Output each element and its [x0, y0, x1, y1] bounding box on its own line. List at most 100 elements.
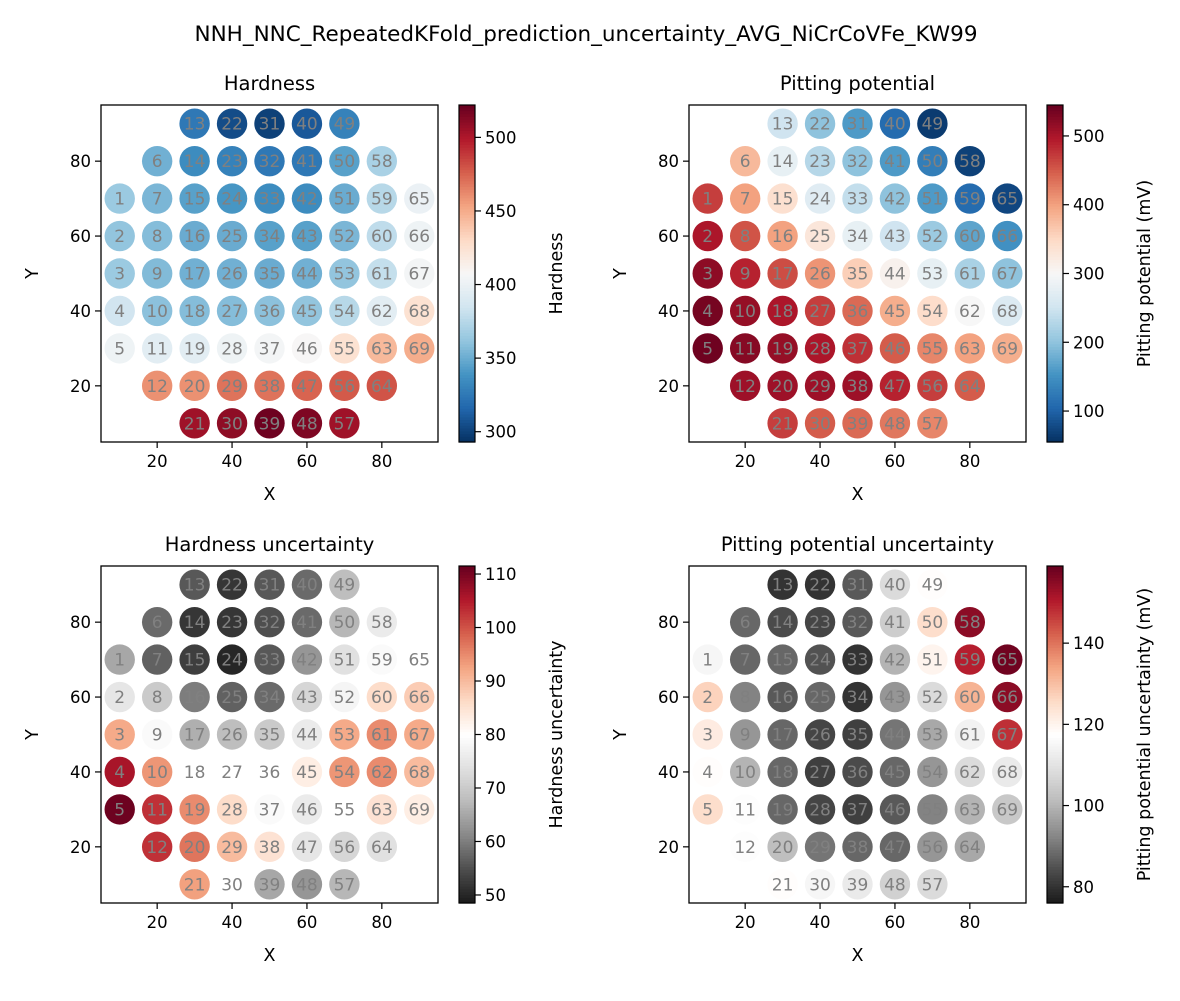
- colorbar-segment: [459, 312, 475, 317]
- data-point: [254, 794, 285, 825]
- data-point: [291, 681, 323, 713]
- colorbar-segment: [1047, 242, 1063, 247]
- colorbar-segment: [459, 436, 475, 440]
- figure-title: NNH_NNC_RepeatedKFold_prediction_uncerta…: [194, 22, 977, 47]
- data-point: [992, 644, 1023, 675]
- colorbar-tick-label: 350: [485, 349, 517, 368]
- colorbar-segment: [459, 787, 475, 792]
- colorbar-segment: [1047, 717, 1063, 722]
- y-tick-label: 60: [70, 688, 91, 707]
- data-point: [366, 258, 398, 289]
- colorbar-segment: [1047, 608, 1063, 612]
- data-point: [329, 606, 360, 638]
- colorbar-segment: [1047, 231, 1063, 235]
- colorbar-segment: [459, 697, 475, 702]
- point-label: 22: [221, 115, 243, 135]
- colorbar-segment: [1047, 748, 1063, 752]
- point-label: 41: [296, 152, 318, 172]
- point-label: 7: [740, 190, 751, 210]
- point-label: 47: [296, 838, 318, 858]
- colorbar-segment: [1047, 706, 1063, 710]
- point-label: 46: [296, 800, 318, 820]
- colorbar-segment: [1047, 891, 1063, 896]
- point-label: 56: [922, 838, 944, 858]
- data-point: [804, 756, 836, 788]
- point-label: 1: [702, 651, 713, 671]
- y-tick-label: 20: [658, 838, 679, 857]
- data-point: [216, 108, 248, 139]
- colorbar-segment: [459, 846, 475, 851]
- colorbar-segment: [459, 127, 475, 131]
- colorbar-segment: [1047, 588, 1063, 592]
- colorbar-segment: [1047, 849, 1063, 854]
- colorbar-segment: [1047, 194, 1063, 199]
- colorbar-segment: [1047, 844, 1063, 848]
- x-tick-label: 60: [296, 913, 317, 932]
- data-point: [366, 681, 398, 713]
- data-point: [179, 370, 210, 402]
- data-point: [954, 831, 986, 863]
- point-label: 66: [408, 227, 430, 247]
- colorbar-segment: [1047, 762, 1063, 766]
- point-label: 13: [184, 576, 206, 596]
- data-point: [879, 108, 911, 139]
- data-point: [291, 183, 323, 214]
- colorbar-segment: [1047, 658, 1063, 663]
- colorbar-segment: [459, 672, 475, 677]
- colorbar-tick-label: 400: [1073, 196, 1105, 215]
- colorbar-segment: [1047, 346, 1063, 350]
- data-point: [767, 644, 798, 675]
- data-point: [992, 794, 1023, 825]
- data-point: [216, 794, 248, 825]
- point-label: 58: [371, 613, 393, 633]
- colorbar-segment: [1047, 284, 1063, 289]
- colorbar-segment: [459, 220, 475, 224]
- colorbar-segment: [459, 610, 475, 615]
- point-label: 31: [259, 576, 281, 596]
- point-label: 8: [152, 688, 163, 708]
- subplot-2: Pitting potential12345678910111213141516…: [611, 72, 1155, 505]
- colorbar-segment: [1047, 411, 1063, 415]
- colorbar-segment: [459, 695, 475, 699]
- colorbar-segment: [1047, 610, 1063, 615]
- colorbar-segment: [459, 206, 475, 210]
- colorbar-segment: [459, 135, 475, 140]
- point-label: 44: [296, 726, 318, 746]
- data-point: [804, 644, 836, 675]
- point-label: 38: [847, 838, 869, 858]
- point-label: 51: [334, 651, 356, 671]
- point-label: 35: [847, 265, 869, 285]
- colorbar-segment: [1047, 742, 1063, 747]
- data-point: [179, 145, 210, 177]
- subplot-title: Hardness: [224, 72, 315, 95]
- point-label: 4: [702, 302, 713, 322]
- point-label: 11: [146, 339, 168, 359]
- colorbar-segment: [1047, 155, 1063, 159]
- colorbar-segment: [459, 399, 475, 404]
- data-point: [329, 794, 360, 825]
- data-point: [291, 719, 323, 750]
- point-label: 17: [184, 265, 206, 285]
- data-point: [254, 869, 285, 900]
- data-point: [329, 183, 360, 214]
- data-point: [692, 644, 723, 675]
- colorbar-segment: [459, 340, 475, 345]
- data-point: [141, 606, 173, 638]
- point-label: 6: [740, 152, 751, 172]
- point-label: 1: [702, 190, 713, 210]
- data-point: [992, 681, 1023, 713]
- colorbar-segment: [1047, 130, 1063, 134]
- colorbar-segment: [459, 222, 475, 227]
- point-label: 4: [114, 763, 125, 783]
- point-label: 46: [884, 339, 906, 359]
- data-point: [104, 644, 135, 675]
- colorbar-segment: [1047, 829, 1063, 834]
- colorbar-segment: [1047, 141, 1063, 145]
- colorbar-segment: [459, 388, 475, 393]
- colorbar-segment: [1047, 413, 1063, 418]
- colorbar-segment: [1047, 256, 1063, 261]
- colorbar-segment: [1047, 846, 1063, 851]
- data-point: [104, 333, 135, 364]
- point-label: 50: [922, 613, 944, 633]
- colorbar-segment: [1047, 425, 1063, 429]
